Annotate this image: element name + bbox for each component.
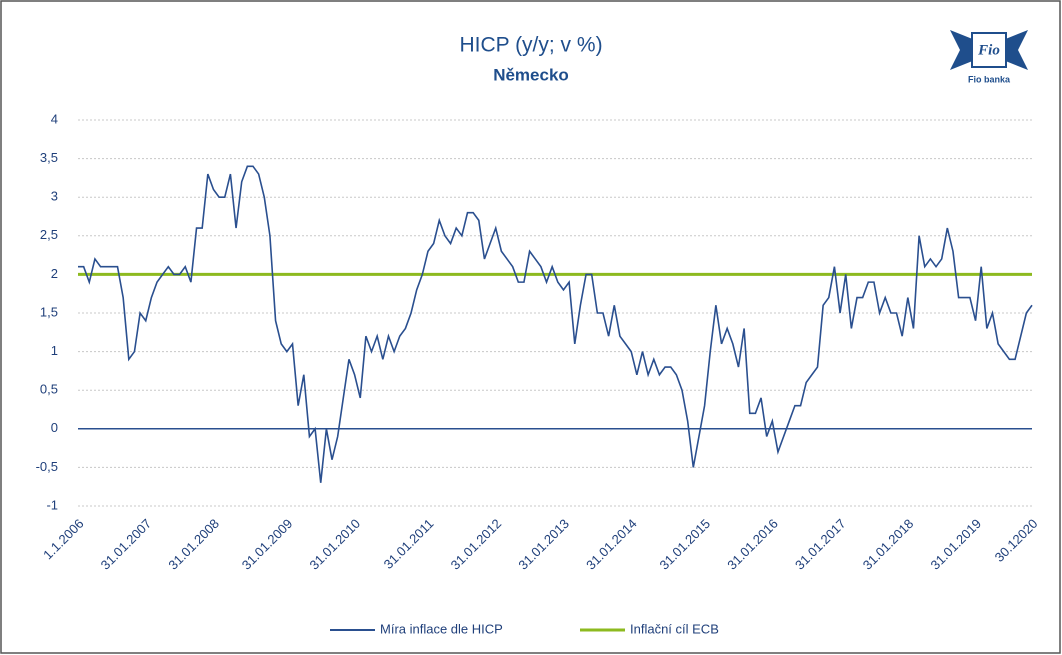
y-tick-label: 1,5: [40, 304, 58, 319]
chart-subtitle: Německo: [493, 65, 569, 84]
logo-name: Fio banka: [968, 74, 1011, 84]
legend-label: Inflační cíl ECB: [630, 621, 719, 636]
y-tick-label: 2: [51, 266, 58, 281]
logo: Fio Fio banka: [950, 30, 1028, 84]
chart-title: HICP (y/y; v %): [459, 34, 602, 57]
y-tick-label: 4: [51, 111, 58, 126]
logo-shape: [950, 30, 975, 70]
y-tick-label: 0: [51, 420, 58, 435]
y-tick-label: 3: [51, 189, 58, 204]
logo-shape: [1003, 30, 1028, 70]
y-tick-label: 2,5: [40, 227, 58, 242]
y-tick-label: -1: [46, 497, 58, 512]
y-tick-label: 0,5: [40, 382, 58, 397]
y-tick-label: 3,5: [40, 150, 58, 165]
logo-box: [971, 32, 1007, 68]
series-line: [78, 165, 1033, 483]
legend-label: Míra inflace dle HICP: [380, 621, 503, 636]
y-tick-label: 1: [51, 343, 58, 358]
y-tick-label: -0,5: [36, 459, 58, 474]
logo-mark: Fio: [977, 42, 1000, 58]
